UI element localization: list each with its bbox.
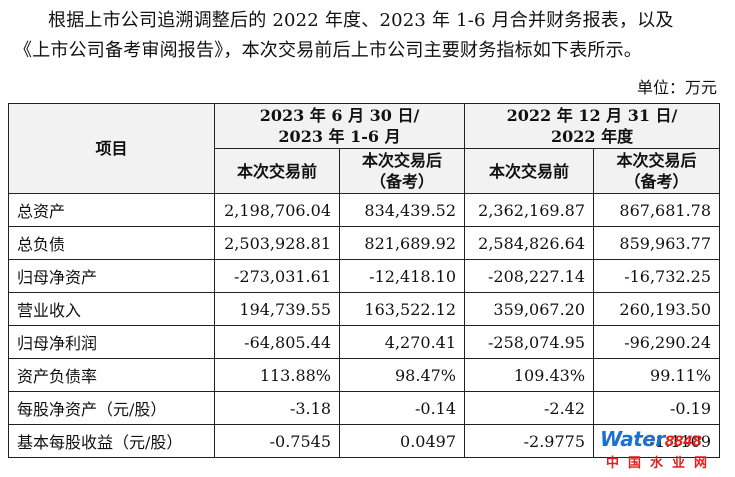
unit-label: 单位：万元 — [636, 78, 717, 97]
sub-header-line1: 本次交易前 — [489, 161, 570, 181]
period-header-2022: 2022 年 12 月 31 日/ 2022 年度 — [464, 103, 721, 149]
table-cell: 821,689.92 — [338, 226, 466, 260]
table-cell: -64,805.44 — [214, 325, 340, 359]
row-label: 归母净资产 — [8, 259, 215, 293]
table-cell: 163,522.12 — [338, 292, 466, 326]
table-cell: -2.42 — [464, 391, 595, 425]
table-cell: 359,067.20 — [464, 292, 595, 326]
table-cell: -273,031.61 — [214, 259, 340, 293]
period-header-2022-line2: 2022 年度 — [550, 127, 634, 146]
table-cell: 834,439.52 — [338, 193, 466, 227]
watermark-number: 8848 — [664, 434, 702, 450]
table-cell: -208,227.14 — [464, 259, 595, 293]
table-cell: 2,362,169.87 — [464, 193, 595, 227]
table-cell: 0.0497 — [338, 424, 466, 458]
table-row: 每股净资产（元/股） -3.18 -0.14 -2.42 -0.19 — [8, 391, 721, 425]
table-cell: 113.88% — [214, 358, 340, 392]
row-label: 基本每股收益（元/股） — [8, 424, 215, 458]
sub-header-line2: （备考） — [624, 172, 689, 191]
table-cell: -0.14 — [338, 391, 466, 425]
table-cell: 4,270.41 — [338, 325, 466, 359]
table-cell: 98.47% — [338, 358, 466, 392]
table-cell: 109.43% — [464, 358, 595, 392]
financial-indicators-table: 项目 2023 年 6 月 30 日/ 2023 年 1-6 月 2022 年 … — [8, 103, 721, 458]
sub-header-after-2022: 本次交易后 （备考） — [593, 148, 721, 194]
table-cell: 2,584,826.64 — [464, 226, 595, 260]
row-label: 总资产 — [8, 193, 215, 227]
watermark-brand-text: Water — [600, 427, 665, 451]
intro-paragraph: 根据上市公司追溯调整后的 2022 年度、2023 年 1-6 月合并财务报表，… — [14, 6, 719, 66]
period-header-2023: 2023 年 6 月 30 日/ 2023 年 1-6 月 — [213, 103, 466, 149]
watermark-logo: Water8848 中国水业网 — [596, 425, 726, 473]
table-row: 资产负债率 113.88% 98.47% 109.43% 99.11% — [8, 358, 721, 392]
sub-header-after-2023: 本次交易后 （备考） — [338, 148, 466, 194]
table-cell: -16,732.25 — [593, 259, 721, 293]
sub-header-line1: 本次交易后 — [362, 151, 443, 170]
table-cell: -12,418.10 — [338, 259, 466, 293]
table-row: 基本每股收益（元/股） -0.7545 0.0497 -2.9775 -1.11… — [8, 424, 721, 458]
table-row: 归母净资产 -273,031.61 -12,418.10 -208,227.14… — [8, 259, 721, 293]
table-cell: -0.19 — [593, 391, 721, 425]
sub-header-before-2022: 本次交易前 — [464, 148, 595, 194]
watermark-brand: Water8848 — [600, 427, 702, 451]
table-cell: -1.1109 — [593, 424, 721, 458]
table-cell: 260,193.50 — [593, 292, 721, 326]
period-header-2023-line2: 2023 年 1-6 月 — [278, 127, 401, 146]
table-cell: 859,963.77 — [593, 226, 721, 260]
intro-line-1: 根据上市公司追溯调整后的 2022 年度、2023 年 1-6 月合并财务报表，… — [48, 10, 674, 31]
table-cell: -0.7545 — [214, 424, 340, 458]
row-label: 资产负债率 — [8, 358, 215, 392]
period-header-2022-line1: 2022 年 12 月 31 日/ — [506, 106, 678, 125]
row-label: 总负债 — [8, 226, 215, 260]
sub-header-line1: 本次交易后 — [616, 151, 697, 170]
watermark-tagline: 中国水业网 — [606, 456, 717, 471]
item-header: 项目 — [8, 103, 215, 194]
row-label: 营业收入 — [8, 292, 215, 326]
row-label: 归母净利润 — [8, 325, 215, 359]
table-cell: 2,198,706.04 — [214, 193, 340, 227]
table-row: 总负债 2,503,928.81 821,689.92 2,584,826.64… — [8, 226, 721, 260]
table-cell: -96,290.24 — [593, 325, 721, 359]
table-cell: 99.11% — [593, 358, 721, 392]
table-row: 总资产 2,198,706.04 834,439.52 2,362,169.87… — [8, 193, 721, 227]
table-cell: 2,503,928.81 — [214, 226, 340, 260]
table-cell: 867,681.78 — [593, 193, 721, 227]
table-cell: 194,739.55 — [214, 292, 340, 326]
table-row: 归母净利润 -64,805.44 4,270.41 -258,074.95 -9… — [8, 325, 721, 359]
table-cell: -258,074.95 — [464, 325, 595, 359]
sub-header-line2: （备考） — [370, 172, 435, 191]
sub-header-line1: 本次交易前 — [236, 161, 317, 181]
sub-header-before-2023: 本次交易前 — [214, 148, 340, 194]
period-header-2023-line1: 2023 年 6 月 30 日/ — [259, 106, 420, 125]
table-row: 营业收入 194,739.55 163,522.12 359,067.20 26… — [8, 292, 721, 326]
intro-line-2: 《上市公司备考审阅报告》，本次交易前后上市公司主要财务指标如下表所示。 — [14, 40, 642, 61]
table-cell: -2.9775 — [464, 424, 595, 458]
row-label: 每股净资产（元/股） — [8, 391, 215, 425]
table-cell: -3.18 — [214, 391, 340, 425]
